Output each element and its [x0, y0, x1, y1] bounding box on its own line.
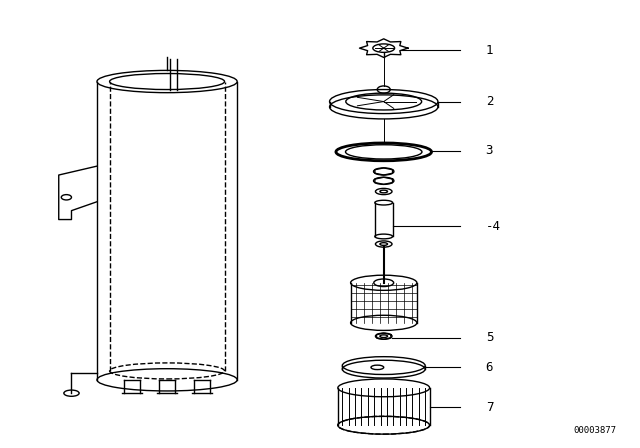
Text: 3: 3 — [486, 144, 493, 157]
Text: 6: 6 — [486, 361, 493, 374]
Text: 2: 2 — [486, 95, 493, 108]
Text: -4: -4 — [486, 220, 500, 233]
Text: 7: 7 — [486, 401, 493, 414]
Text: 00003877: 00003877 — [573, 426, 616, 435]
Text: 5: 5 — [486, 331, 493, 344]
Text: 1: 1 — [486, 44, 493, 57]
